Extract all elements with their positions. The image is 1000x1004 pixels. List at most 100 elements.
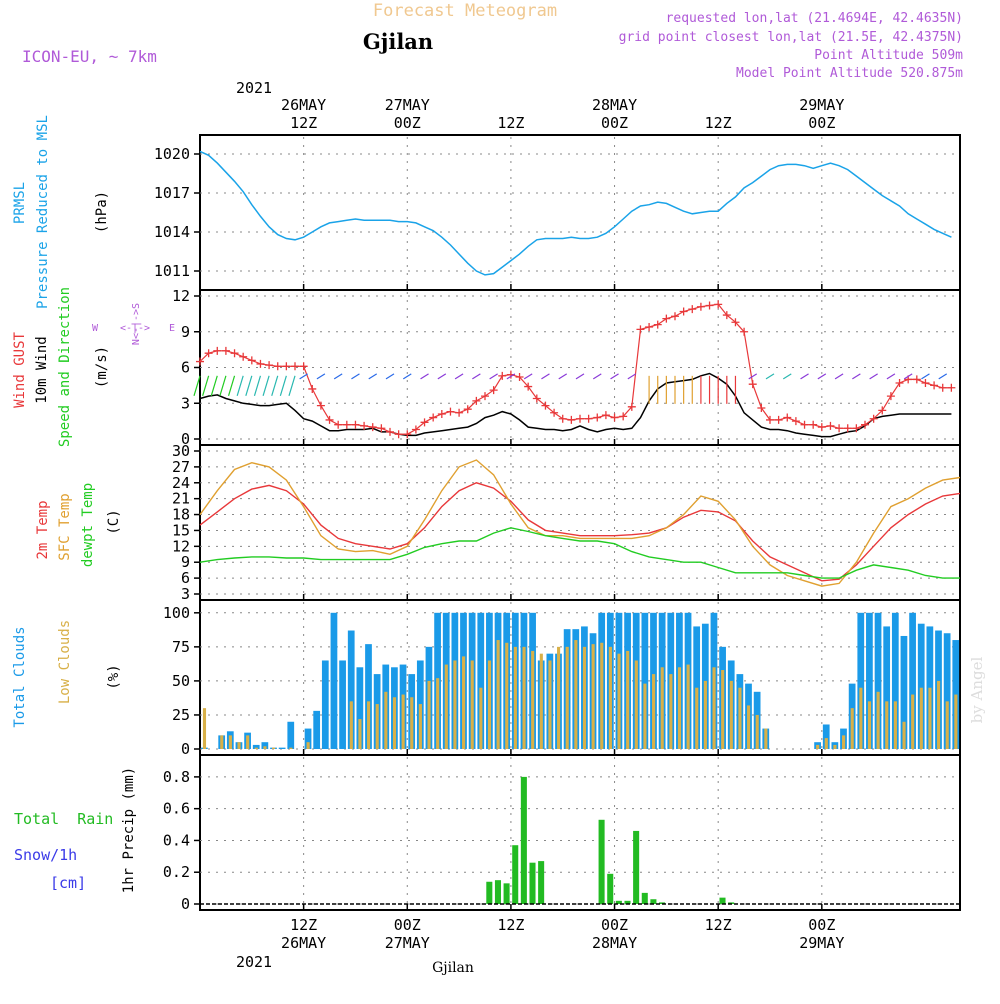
bottom-hour-label: 12Z [290, 916, 317, 934]
low-cloud-bar [565, 646, 569, 749]
low-cloud-bar [712, 667, 716, 749]
wind-gust-point [895, 378, 904, 387]
wind-gust-point [515, 373, 524, 382]
wind-gust-point [696, 302, 705, 311]
wind-direction-arrow [288, 375, 296, 397]
wind-gust-point [584, 414, 593, 423]
wind-gust-point [740, 327, 749, 336]
precip-bar [659, 902, 666, 904]
bottom-hour-label: 00Z [808, 916, 835, 934]
wind-label-speed: Speed and Direction [57, 287, 73, 447]
low-cloud-bar [531, 650, 535, 749]
compass-arrows: <-|-> [120, 323, 150, 334]
wind-gust-point [766, 415, 774, 424]
ytick-label: 100 [163, 604, 190, 622]
ytick-label: 3 [181, 394, 190, 412]
wind-direction-arrow [219, 375, 227, 397]
temp-label-sfc: SFC Temp [57, 493, 73, 560]
low-cloud-bar [513, 646, 517, 749]
bottom-date-label: 26MAY [281, 934, 326, 952]
wind-gust-point [671, 312, 679, 321]
temp-dewpt-line [199, 527, 960, 579]
ytick-label: 0.8 [163, 768, 190, 786]
wind-gust-point [196, 357, 204, 366]
wind-gust-line [199, 303, 952, 435]
ytick-label: 21 [172, 490, 190, 508]
wind-gust-point [861, 420, 869, 429]
low-cloud-bar [306, 742, 310, 749]
wind-direction-arrow [271, 375, 279, 397]
top-hour-label: 00Z [808, 114, 835, 132]
wind-gust-point [731, 318, 740, 327]
wind-gust-point [679, 307, 688, 316]
low-cloud-bar [695, 687, 699, 749]
low-cloud-bar [237, 742, 241, 749]
wind-gust-point [489, 386, 498, 395]
total-cloud-bar [900, 635, 908, 749]
wind-gust-point [472, 396, 481, 405]
low-cloud-bar [228, 735, 232, 749]
low-cloud-bar [375, 704, 379, 749]
temp-labels: 2m Temp SFC Temp dewpt Temp (C) [35, 483, 122, 567]
wind-gust-point [826, 421, 835, 430]
total-cloud-bar [347, 630, 355, 749]
wind-gust-point [265, 361, 274, 370]
temp-sfc-line [199, 459, 961, 587]
low-cloud-bar [289, 747, 293, 749]
low-cloud-bar [202, 708, 207, 749]
wind-direction-arrow [782, 373, 792, 380]
temp-panel [199, 444, 961, 601]
precip-bar [624, 900, 631, 904]
wind-gust-point [593, 413, 602, 422]
wind-direction-arrow [245, 375, 253, 397]
low-cloud-bar [833, 744, 837, 749]
total-cloud-bar [641, 612, 649, 749]
wind-compass: W <-|-> E N<-|->S [92, 303, 175, 345]
total-cloud-bar [278, 747, 286, 749]
precip-bar [728, 902, 735, 904]
low-cloud-bar [885, 701, 889, 749]
temp-unit: (C) [106, 509, 122, 534]
low-cloud-bar [867, 701, 872, 749]
pressure-line [199, 150, 952, 276]
top-hour-label: 12Z [290, 114, 317, 132]
low-cloud-bar [487, 660, 492, 749]
wind-gust-point [532, 394, 541, 403]
wind-gust-point [791, 417, 800, 426]
precip-unit: 1hr Precip (mm) [121, 767, 137, 893]
clouds-label-total: Total Clouds [12, 626, 28, 727]
top-hour-label: 12Z [497, 114, 524, 132]
wind-gust-point [912, 375, 921, 384]
wind-gust-point [411, 425, 420, 434]
total-cloud-bar [313, 710, 321, 749]
ytick-label: 12 [172, 537, 190, 555]
precip-bar [633, 830, 640, 904]
total-cloud-bar [857, 612, 865, 749]
precip-bar [598, 819, 605, 904]
clouds-unit: (%) [106, 664, 122, 689]
low-cloud-bar [945, 701, 949, 749]
top-date-label: 28MAY [592, 96, 637, 114]
low-cloud-bar [677, 667, 682, 749]
total-cloud-bar [356, 667, 364, 749]
low-cloud-bar [582, 646, 587, 749]
ytick-label: 30 [172, 442, 190, 460]
total-cloud-bar [304, 728, 312, 749]
wind-gust-point [757, 404, 766, 413]
wind-gust-point [291, 362, 299, 371]
wind-direction-arrow [800, 373, 809, 380]
low-cloud-bar [721, 670, 725, 749]
precip-bar [529, 862, 536, 904]
wind-gust-point [213, 346, 222, 355]
low-cloud-bar [928, 687, 932, 749]
wind-direction-arrow [627, 373, 637, 380]
low-cloud-bar [902, 721, 906, 749]
wind-direction-arrow [420, 373, 429, 380]
bottom-hour-label: 12Z [497, 916, 524, 934]
low-cloud-bar [686, 664, 690, 749]
precip-bar [494, 880, 501, 904]
wind-gust-point [817, 423, 826, 432]
ytick-label: 27 [172, 458, 190, 476]
total-cloud-bar [287, 721, 295, 749]
